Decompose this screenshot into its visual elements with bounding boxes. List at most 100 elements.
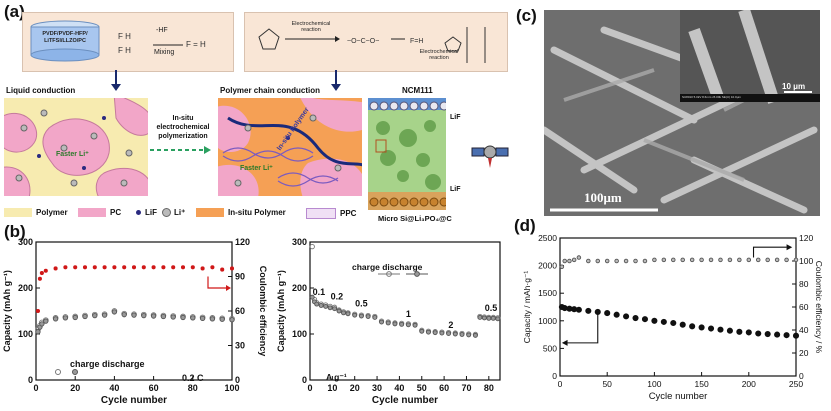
data-point-discharge [92,312,98,319]
b-right-unit-label: A g⁻¹ [326,372,347,382]
x-tick-label: 10 [327,383,337,393]
data-point-coulombic-efficiency [39,271,44,276]
legend-marker-discharge [72,369,78,375]
data-point-coulombic-efficiency [559,264,565,270]
panel-d-label: (d) [514,216,536,235]
data-point-coulombic-efficiency [755,257,761,263]
svg-text:~O~C~O~: ~O~C~O~ [347,38,379,45]
data-point-capacity [726,327,733,334]
data-point-discharge [466,332,472,338]
legend-dot-icon [136,210,141,215]
b-left-legend: charge discharge [70,359,145,369]
data-point-capacity [736,328,743,335]
arrow-right-icon [207,276,226,289]
data-point-coulombic-efficiency [141,265,146,270]
mixing-label: Mixing [154,49,175,56]
lif-top-label: LiF [450,114,461,121]
data-point-coulombic-efficiency [112,265,117,270]
data-point-discharge [72,314,78,321]
data-point-coulombic-efficiency [784,257,789,263]
sem-image: SU8010 5.0kV 8.6mm x5.00k SE(U) 10.0μm 1… [544,10,820,216]
data-point-discharge [358,313,364,319]
data-point-coulombic-efficiency [765,257,770,263]
y-right-tick-label: 30 [235,341,245,351]
data-point-capacity [717,326,724,333]
sem-main-scale-label: 100μm [584,190,622,205]
y-tick-label: 300 [292,237,307,247]
chart-b-right: 0 10 20 30 40 50 60 70 80 0 100 200 300 Cycle number C… [276,237,501,406]
data-point-discharge [490,315,496,321]
x-tick-label: 50 [602,379,612,389]
data-point-discharge [314,301,320,307]
data-point-capacity [604,310,611,317]
data-point-coulombic-efficiency [53,266,58,271]
data-point-discharge [209,316,216,322]
rate-label: 0.5 [355,298,368,308]
data-point-coulombic-efficiency [633,258,638,264]
data-point-coulombic-efficiency [793,257,799,263]
electrochemical-reaction-label-1: Electrochemical reaction [291,21,331,33]
data-point-discharge [439,330,445,336]
legend-swatch [78,208,106,217]
x-tick-label: 0 [558,379,563,389]
x-axis-label: Cycle number [101,395,167,406]
data-point-capacity [783,332,790,339]
data-point-coulombic-efficiency [73,265,78,270]
data-point-discharge [486,315,492,321]
rate-label: 1 [406,309,411,319]
data-point-discharge [372,314,378,320]
data-point-discharge [170,314,176,320]
panel-c-label: (c) [516,6,537,25]
legend-label: PC [110,208,122,217]
y-tick-label: 2500 [538,233,557,243]
data-point-discharge [62,315,69,321]
legend-marker-discharge [414,271,420,277]
data-point-coulombic-efficiency [576,255,582,260]
data-point-coulombic-efficiency [43,268,48,273]
data-point-coulombic-efficiency [562,258,567,264]
data-point-coulombic-efficiency [171,265,176,270]
lif-bottom-label: LiF [450,186,461,193]
data-point-capacity [585,307,592,314]
data-point-coulombic-efficiency [689,257,695,263]
y-tick-label: 1000 [538,316,557,326]
y-tick-label: 0 [552,371,557,381]
data-point-discharge [309,294,315,300]
svg-text:F=H: F=H [410,38,423,45]
data-point-coulombic-efficiency [727,257,733,263]
b-left-rate-label: 0.2 C [182,373,204,383]
y-axis-label: Capacity / mAh·g⁻¹ [522,271,532,344]
y-right-tick-label: 60 [235,306,245,316]
y-right-axis-label: Coulombic efficiency / % [814,261,824,354]
liquid-conduction-illustration: Faster Li⁺ [4,98,148,196]
beaker-icon: F H F H F = H [30,20,206,62]
faster-li-label: Faster Li⁺ [240,165,273,172]
y-right-tick-label: 40 [799,325,809,335]
hf-label: -HF [156,27,168,34]
data-point-discharge [332,306,338,312]
x-tick-label: 70 [461,383,471,393]
arrow-down-icon [331,70,341,91]
y-right-tick-label: 80 [799,279,809,289]
panel-b-label: (b) [4,222,26,241]
data-point-discharge [426,329,431,335]
x-tick-label: 250 [789,379,803,389]
legend-polymer: Polymer [4,208,68,217]
scheme-reaction-box: ~O~C~O~ F=H Electrochemical reaction Ele… [244,12,508,72]
svg-text:F H: F H [118,32,131,41]
data-point-capacity [764,330,771,338]
x-tick-label: 40 [394,383,404,393]
data-point-coulombic-efficiency [661,257,667,263]
data-point-capacity [707,325,715,332]
panel-a-label: (a) [4,2,25,21]
data-point-capacity [623,313,630,320]
data-point-discharge [111,309,118,315]
data-point-discharge [52,316,59,322]
rate-label: 0.1 [313,287,326,297]
data-point-discharge [160,313,167,320]
data-point-capacity [575,306,582,313]
legend-label: LiF [145,208,157,217]
y-tick-label: 200 [292,283,307,293]
y-right-tick-label: 0 [235,375,240,385]
